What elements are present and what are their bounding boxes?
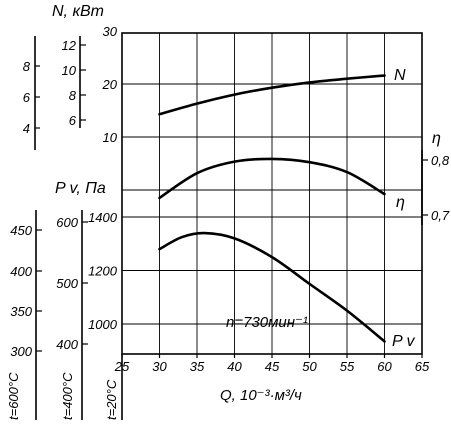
power-tick-label: 30 <box>103 24 118 39</box>
curves <box>158 74 386 343</box>
x-tick-label: 55 <box>340 359 355 374</box>
x-tick-label: 30 <box>152 359 167 374</box>
aux-scale-n2-label: 8 <box>23 59 31 74</box>
x-axis-label: Q, 10⁻³·м³/ч <box>220 387 302 404</box>
series-label-eta: η <box>396 194 405 211</box>
series-label-pv: P v <box>392 333 416 350</box>
x-tick-label: 50 <box>302 359 317 374</box>
temp-scale-label: 450 <box>10 223 32 238</box>
aux-scale-n1-label: 6 <box>69 113 77 128</box>
series-label-n: N <box>394 67 406 84</box>
temp-scale-label: 400 <box>10 264 32 279</box>
aux-scale-n2-label: 4 <box>23 121 30 136</box>
temp-scale-label: 500 <box>56 276 78 291</box>
x-tick-label: 40 <box>227 359 242 374</box>
grid <box>122 33 422 354</box>
temp-scale-label: 600 <box>56 215 78 230</box>
x-tick-label: 65 <box>415 359 430 374</box>
pressure-axis-label: P v, Па <box>55 180 106 197</box>
temp-scale-label: 400 <box>56 337 78 352</box>
pressure-tick-label: 1200 <box>88 264 118 279</box>
temp-scale-title: t=600°C <box>6 372 21 420</box>
power-tick-label: 20 <box>102 77 118 92</box>
power-axis-label: N, кВт <box>52 3 104 20</box>
aux-scale-n1-label: 12 <box>62 38 77 53</box>
temp-scale-title: t=400°C <box>60 372 75 420</box>
curve-efficiency <box>158 157 386 200</box>
pressure-tick-label: 1000 <box>88 317 118 332</box>
x-tick-label: 45 <box>265 359 280 374</box>
aux-scale-n1-label: 10 <box>62 63 77 78</box>
speed-annotation: n=730мин⁻¹ <box>226 314 308 331</box>
eta-tick-label: 0,7 <box>431 208 450 223</box>
eta-tick-label: 0,8 <box>431 153 450 168</box>
x-ticks: 25 30 35 40 45 50 55 60 65 <box>114 354 430 374</box>
aux-scale-n1-label: 8 <box>69 88 77 103</box>
right-eta-scale: 0,8 0,7 <box>421 150 450 225</box>
temp-scale-label: 350 <box>10 304 32 319</box>
x-tick-label: 35 <box>190 359 205 374</box>
curve-pressure <box>158 231 386 343</box>
aux-scale-n2-label: 6 <box>23 90 31 105</box>
curve-power <box>158 74 386 116</box>
efficiency-axis-label: η <box>432 130 441 147</box>
temp-scale-label: 300 <box>10 344 32 359</box>
x-tick-label: 60 <box>377 359 392 374</box>
temp-scale-title: t=20°C <box>104 379 119 420</box>
left-scales: 10 20 30 1000 1200 1400 6 8 10 12 4 6 8 t=20°C 400 500 6… <box>6 24 123 420</box>
pressure-tick-label: 1400 <box>88 210 118 225</box>
power-tick-label: 10 <box>103 130 118 145</box>
